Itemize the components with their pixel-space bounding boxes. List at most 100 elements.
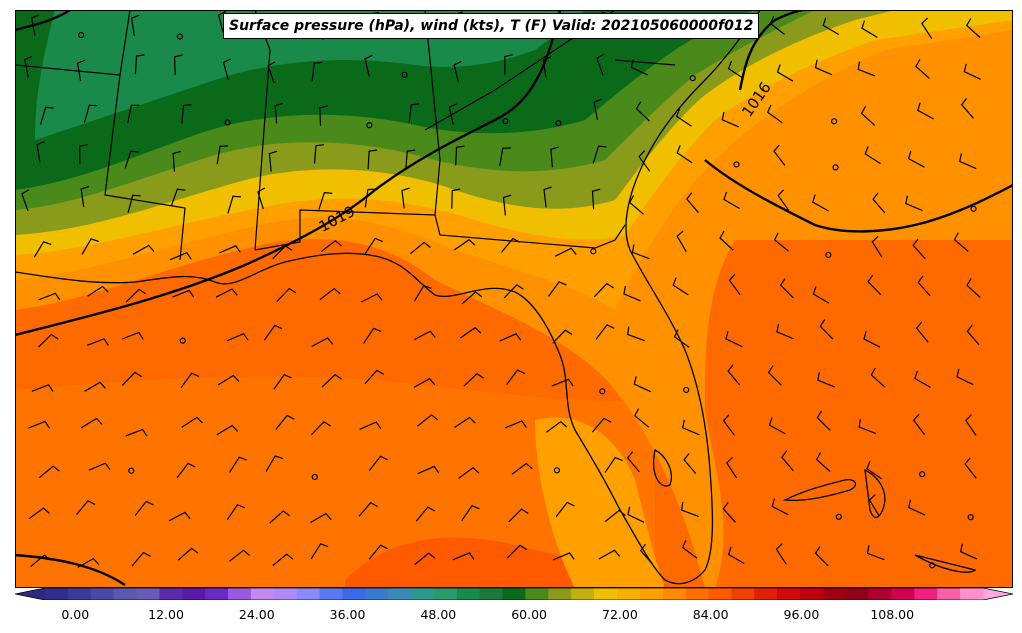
wind-barb	[415, 506, 436, 522]
wind-barb	[634, 408, 650, 428]
wind-barb	[960, 98, 974, 119]
wind-barb	[966, 278, 981, 298]
calm-wind-marker	[176, 33, 184, 40]
wind-barb	[414, 552, 436, 566]
wind-barb	[215, 288, 238, 298]
calm-wind-marker	[179, 337, 186, 344]
calm-wind-marker	[78, 31, 85, 39]
wind-barb	[448, 103, 457, 125]
wind-barb	[269, 510, 291, 524]
wind-barb	[627, 326, 645, 342]
wind-barb	[604, 456, 623, 473]
colorbar-tick-label: 96.00	[783, 607, 820, 622]
colorbar-segment	[456, 588, 481, 600]
wind-barb	[124, 150, 139, 169]
wind-barb	[311, 337, 334, 348]
wind-barb	[627, 506, 645, 523]
wind-barb	[222, 58, 231, 81]
wind-barb	[638, 150, 651, 172]
wind-barb	[501, 237, 521, 253]
calm-wind-marker	[831, 118, 838, 125]
wind-barb	[912, 238, 926, 260]
isobars	[15, 10, 1013, 586]
wind-barb	[548, 281, 567, 297]
wind-barb	[866, 545, 885, 561]
wind-barb	[769, 15, 785, 35]
calm-wind-marker	[967, 514, 974, 521]
calm-wind-marker	[733, 161, 740, 168]
wind-barb	[543, 186, 552, 208]
wind-barb	[630, 59, 648, 76]
wind-barb	[861, 20, 878, 38]
colorbar-extend-min	[15, 588, 45, 600]
wind-barb	[79, 144, 88, 165]
wind-barb	[173, 54, 183, 75]
wind-barb	[591, 188, 601, 210]
wind-barb	[181, 416, 203, 428]
wind-barb	[80, 417, 103, 429]
wind-barb	[552, 552, 575, 561]
colorbar-extend-max	[983, 588, 1013, 600]
wind-barb	[504, 420, 527, 429]
wind-barb	[503, 284, 524, 299]
colorbar-segment	[90, 588, 115, 600]
wind-barb	[506, 544, 528, 559]
wind-barb	[87, 285, 109, 297]
wind-barb	[272, 245, 293, 260]
calm-wind-marker	[825, 251, 832, 259]
isobar-south-west	[15, 553, 126, 586]
wind-barb	[914, 370, 931, 388]
wind-barb	[814, 546, 829, 567]
isobar-1016-north	[738, 10, 835, 91]
colorbar-tick-label: 84.00	[692, 607, 729, 622]
wind-barb	[452, 552, 475, 561]
wind-barb	[228, 549, 250, 562]
wind-barb	[552, 329, 573, 344]
colorbar-segment	[205, 588, 229, 600]
wind-barb	[363, 327, 382, 344]
wind-barb	[414, 330, 436, 341]
wind-barb	[127, 104, 140, 124]
wind-barb	[130, 14, 140, 36]
wind-barb	[33, 241, 52, 258]
isobar-1016-east	[704, 159, 1013, 233]
wind-barb	[907, 150, 925, 168]
wind-barb	[768, 417, 786, 435]
colorbar-segment	[159, 588, 183, 600]
wind-barb	[417, 465, 440, 475]
wind-barb	[545, 420, 568, 433]
wind-barb	[320, 240, 342, 253]
colorbar-segment	[639, 588, 664, 600]
map-panel: 1019 1016	[15, 10, 1013, 588]
wind-barb	[36, 141, 45, 163]
colorbar-segment	[433, 588, 458, 600]
wind-barb	[176, 462, 196, 479]
wind-barb	[81, 238, 99, 255]
wind-barb	[180, 372, 200, 389]
wind-barb	[319, 287, 341, 301]
colorbar-segment	[868, 588, 893, 600]
wind-barb	[310, 421, 332, 436]
calm-wind-marker	[128, 467, 135, 474]
wind-barb	[596, 53, 605, 76]
wind-barb	[593, 282, 614, 298]
wind-barb	[121, 371, 142, 386]
wind-barb	[461, 504, 480, 521]
wind-barb	[771, 498, 789, 516]
wind-barb	[28, 507, 50, 520]
wind-barb	[673, 329, 690, 348]
wind-barb	[506, 369, 526, 385]
map-title: Surface pressure (hPa), wind (kts), T (F…	[223, 13, 760, 39]
wind-barb	[727, 364, 741, 386]
wind-barb	[364, 237, 383, 254]
wind-barb	[623, 285, 641, 302]
wind-barb	[451, 188, 461, 209]
wind-barb	[127, 194, 141, 213]
colorbar-segment	[228, 588, 252, 600]
wind-barb	[595, 324, 615, 340]
calm-wind-marker	[590, 248, 597, 255]
wind-barb	[863, 331, 881, 348]
wind-barb	[131, 551, 151, 567]
wind-barb	[461, 291, 483, 305]
colorbar-segment	[296, 588, 321, 600]
